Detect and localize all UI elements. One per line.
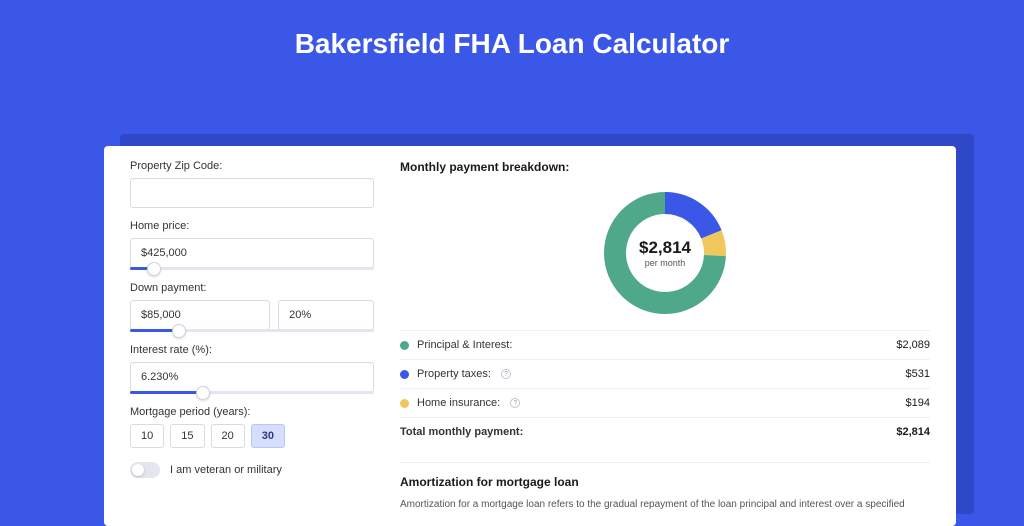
total-value: $2,814 (896, 426, 930, 438)
breakdown-label-pi: Principal & Interest: (417, 339, 512, 351)
breakdown-label-tax: Property taxes: (417, 368, 491, 380)
zip-field-group: Property Zip Code: (130, 160, 374, 208)
down-payment-group: Down payment: (130, 282, 374, 332)
breakdown-row-tax: Property taxes:? $531 (400, 359, 930, 388)
breakdown-total-row: Total monthly payment: $2,814 (400, 417, 930, 446)
home-price-label: Home price: (130, 220, 374, 232)
amortization-heading: Amortization for mortgage loan (400, 475, 930, 489)
amortization-block: Amortization for mortgage loan Amortizat… (400, 462, 930, 512)
period-btn-10[interactable]: 10 (130, 424, 164, 448)
interest-rate-slider[interactable] (130, 391, 374, 394)
page-title: Bakersfield FHA Loan Calculator (0, 0, 1024, 82)
down-payment-slider[interactable] (130, 329, 374, 332)
legend-dot-pi (400, 341, 409, 350)
veteran-label: I am veteran or military (170, 464, 282, 476)
veteran-toggle[interactable] (130, 462, 160, 478)
donut-chart: $2,814 per month (602, 190, 728, 316)
breakdown-row-ins: Home insurance:? $194 (400, 388, 930, 417)
veteran-toggle-row: I am veteran or military (130, 462, 374, 478)
period-btn-30[interactable]: 30 (251, 424, 285, 448)
info-icon[interactable]: ? (510, 398, 520, 408)
mortgage-period-group: Mortgage period (years): 1015 2030 (130, 406, 374, 448)
breakdown-row-pi: Principal & Interest: $2,089 (400, 330, 930, 359)
period-btn-15[interactable]: 15 (170, 424, 204, 448)
calculator-panel: Property Zip Code: Home price: Down paym… (104, 146, 956, 526)
legend-dot-tax (400, 370, 409, 379)
donut-sub: per month (645, 258, 686, 268)
donut-amount: $2,814 (639, 238, 691, 258)
home-price-slider[interactable] (130, 267, 374, 270)
down-payment-amount-input[interactable] (130, 300, 270, 330)
breakdown-value-tax: $531 (906, 368, 930, 380)
breakdown-value-ins: $194 (906, 397, 930, 409)
down-payment-label: Down payment: (130, 282, 374, 294)
interest-rate-slider-fill (130, 391, 203, 394)
interest-rate-group: Interest rate (%): (130, 344, 374, 394)
interest-rate-input[interactable] (130, 362, 374, 392)
period-btn-20[interactable]: 20 (211, 424, 245, 448)
interest-rate-label: Interest rate (%): (130, 344, 374, 356)
form-column: Property Zip Code: Home price: Down paym… (130, 160, 374, 526)
zip-input[interactable] (130, 178, 374, 208)
donut-center: $2,814 per month (602, 190, 728, 316)
interest-rate-slider-thumb[interactable] (196, 386, 210, 400)
mortgage-period-options: 1015 2030 (130, 424, 374, 448)
down-payment-percent-input[interactable] (278, 300, 374, 330)
breakdown-column: Monthly payment breakdown: $2,814 per mo… (400, 160, 930, 526)
home-price-input[interactable] (130, 238, 374, 268)
home-price-slider-thumb[interactable] (147, 262, 161, 276)
zip-label: Property Zip Code: (130, 160, 374, 172)
info-icon[interactable]: ? (501, 369, 511, 379)
breakdown-label-ins: Home insurance: (417, 397, 500, 409)
home-price-group: Home price: (130, 220, 374, 270)
legend-dot-ins (400, 399, 409, 408)
breakdown-heading: Monthly payment breakdown: (400, 160, 930, 184)
total-label: Total monthly payment: (400, 426, 523, 438)
amortization-text: Amortization for a mortgage loan refers … (400, 497, 930, 512)
donut-chart-wrap: $2,814 per month (400, 184, 930, 330)
breakdown-list: Principal & Interest: $2,089 Property taxe… (400, 330, 930, 417)
mortgage-period-label: Mortgage period (years): (130, 406, 374, 418)
down-payment-slider-thumb[interactable] (172, 324, 186, 338)
breakdown-value-pi: $2,089 (896, 339, 930, 351)
